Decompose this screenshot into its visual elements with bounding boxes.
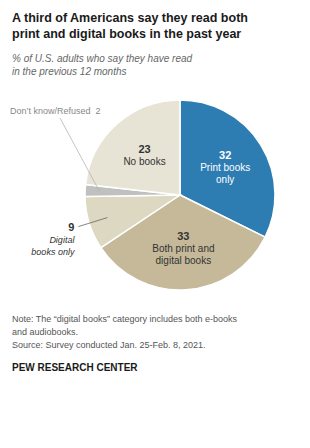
- data-label: 2: [96, 106, 101, 116]
- leader-line: [78, 218, 107, 227]
- category-label: digital books: [156, 255, 212, 266]
- data-label: 33: [177, 230, 189, 242]
- category-label: Print books: [200, 162, 250, 173]
- category-label: No books: [123, 156, 165, 167]
- note: Source: Survey conducted Jan. 25-Feb. 8,…: [12, 340, 206, 350]
- category-label: books only: [31, 247, 75, 257]
- data-label: 32: [219, 149, 231, 161]
- pie: [85, 100, 275, 290]
- slice-label: 32Print booksonly: [200, 149, 250, 185]
- chart: A third of Americans say they read bothp…: [0, 0, 310, 448]
- data-label: 9: [68, 221, 74, 233]
- slice-label: 33Both print anddigital books: [152, 230, 214, 266]
- subtitle: % of U.S. adults who say they have readi…: [12, 53, 193, 77]
- category-label: Both print and: [152, 243, 214, 254]
- note: Note: The “digital books” category inclu…: [12, 314, 237, 324]
- data-label: 23: [138, 143, 150, 155]
- slice-label: Don’t know/Refused 2: [10, 106, 101, 116]
- category-label: Digital: [49, 235, 75, 245]
- pie-slice: [85, 195, 180, 248]
- category-label: only: [216, 174, 234, 185]
- slice-label: 9 Digital books only: [31, 221, 75, 257]
- title: A third of Americans say they read bothp…: [12, 11, 248, 41]
- labels: 32Print booksonly 33Both print anddigital…: [10, 106, 250, 266]
- category-label: Don’t know/Refused: [10, 106, 91, 116]
- slice-label: 23No books: [123, 143, 165, 167]
- leader-line: [60, 118, 99, 191]
- note: and audiobooks.: [12, 327, 78, 337]
- pie-slice: [86, 100, 180, 195]
- source-label: PEW RESEARCH CENTER: [12, 362, 138, 373]
